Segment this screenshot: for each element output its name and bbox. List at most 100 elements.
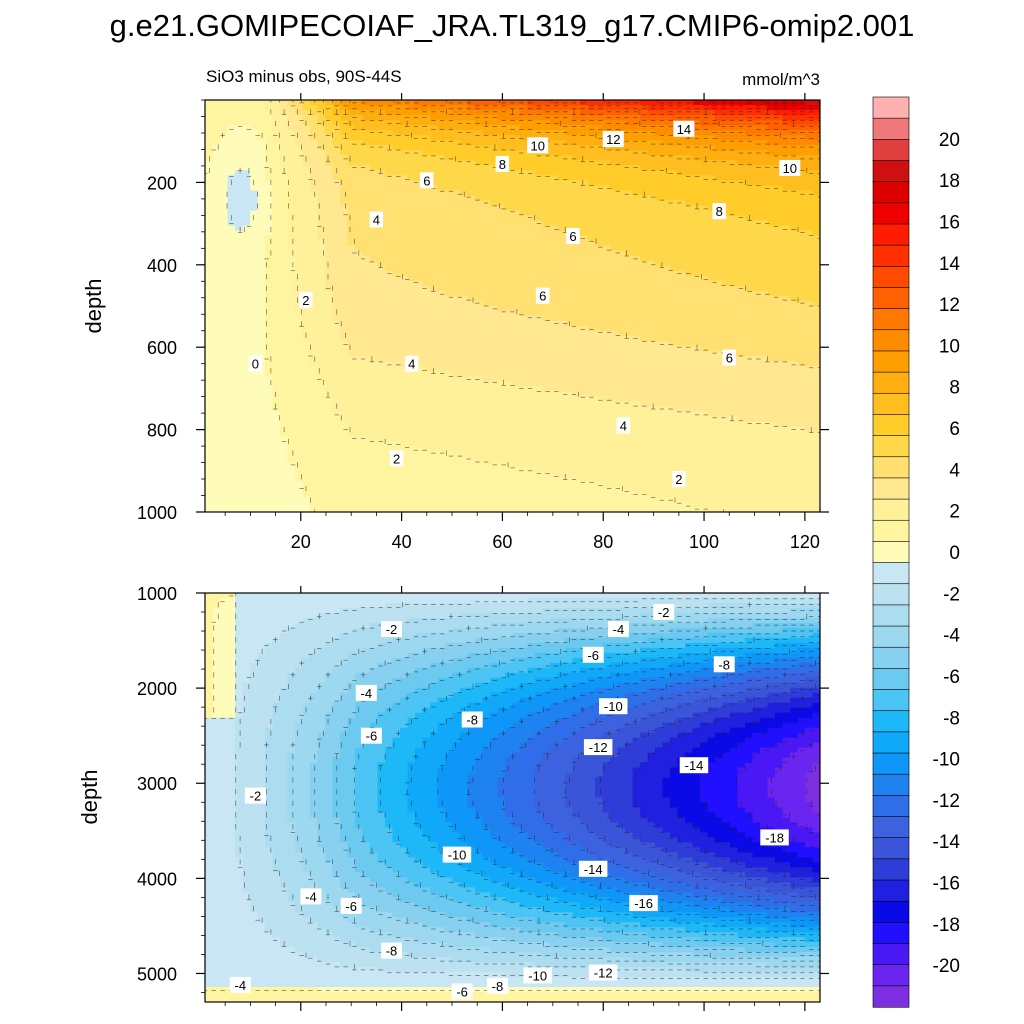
field-cell bbox=[670, 100, 679, 106]
field-cell bbox=[370, 150, 379, 156]
field-cell bbox=[227, 381, 236, 387]
field-cell bbox=[460, 366, 469, 372]
field-cell bbox=[542, 245, 551, 252]
field-cell bbox=[280, 130, 289, 136]
field-cell bbox=[580, 215, 589, 222]
field-cell bbox=[647, 255, 656, 262]
field-cell bbox=[287, 175, 296, 181]
field-cell bbox=[212, 336, 221, 342]
field-cell bbox=[790, 145, 799, 151]
field-cell bbox=[692, 190, 701, 197]
field-cell bbox=[722, 331, 731, 337]
field-cell bbox=[685, 135, 694, 141]
field-cell bbox=[362, 285, 371, 292]
field-cell bbox=[542, 110, 551, 116]
field-cell bbox=[460, 195, 469, 202]
field-cell bbox=[295, 381, 304, 387]
field-cell bbox=[632, 356, 641, 362]
field-cell bbox=[730, 346, 739, 352]
field-cell bbox=[295, 215, 304, 222]
field-cell bbox=[265, 160, 274, 166]
field-cell bbox=[205, 371, 214, 377]
field-cell bbox=[430, 155, 439, 161]
field-cell bbox=[520, 265, 529, 272]
field-cell bbox=[467, 165, 476, 171]
field-cell bbox=[700, 140, 709, 146]
field-cell bbox=[460, 295, 469, 302]
field-cell bbox=[565, 210, 574, 217]
field-cell bbox=[790, 105, 799, 111]
field-cell bbox=[542, 160, 551, 166]
field-cell bbox=[227, 361, 236, 367]
field-cell bbox=[752, 130, 761, 136]
field-cell bbox=[280, 331, 289, 337]
field-cell bbox=[580, 321, 589, 327]
field-cell bbox=[730, 125, 739, 131]
field-cell bbox=[302, 356, 311, 362]
field-cell bbox=[572, 150, 581, 156]
field-cell bbox=[730, 306, 739, 312]
field-cell bbox=[550, 235, 559, 242]
field-cell bbox=[287, 100, 296, 106]
field-cell bbox=[760, 356, 769, 362]
field-cell bbox=[797, 120, 806, 126]
field-cell bbox=[520, 331, 529, 337]
chart-units: mmol/m^3 bbox=[742, 70, 820, 89]
field-cell bbox=[325, 270, 334, 277]
field-cell bbox=[482, 240, 491, 247]
field-cell bbox=[430, 195, 439, 202]
field-cell bbox=[760, 180, 769, 187]
field-cell bbox=[700, 200, 709, 207]
field-cell bbox=[805, 155, 814, 161]
field-cell bbox=[422, 195, 431, 202]
field-cell bbox=[347, 165, 356, 171]
field-cell bbox=[460, 401, 469, 408]
field-cell bbox=[362, 150, 371, 156]
field-cell bbox=[587, 165, 596, 171]
field-cell bbox=[227, 260, 236, 267]
field-cell bbox=[302, 371, 311, 377]
field-cell bbox=[647, 336, 656, 342]
field-cell bbox=[677, 391, 686, 398]
field-cell bbox=[602, 260, 611, 267]
field-cell bbox=[745, 155, 754, 161]
field-cell bbox=[302, 250, 311, 257]
field-cell bbox=[205, 200, 214, 207]
field-cell bbox=[437, 195, 446, 202]
field-cell bbox=[445, 190, 454, 197]
field-cell bbox=[205, 341, 214, 347]
field-cell bbox=[632, 235, 641, 242]
field-cell bbox=[632, 230, 641, 237]
field-cell bbox=[610, 381, 619, 387]
field-cell bbox=[707, 145, 716, 151]
field-cell bbox=[610, 195, 619, 202]
field-cell bbox=[437, 341, 446, 347]
field-cell bbox=[407, 376, 416, 382]
field-cell bbox=[767, 356, 776, 362]
field-cell bbox=[685, 386, 694, 393]
field-cell bbox=[332, 290, 341, 297]
field-cell bbox=[775, 306, 784, 312]
field-cell bbox=[242, 306, 251, 312]
field-cell bbox=[565, 366, 574, 372]
field-cell bbox=[370, 346, 379, 352]
field-cell bbox=[317, 175, 326, 181]
field-cell bbox=[692, 145, 701, 151]
field-cell bbox=[685, 321, 694, 327]
field-cell bbox=[542, 260, 551, 267]
field-cell bbox=[587, 285, 596, 292]
field-cell bbox=[400, 331, 409, 337]
field-cell bbox=[452, 361, 461, 367]
field-cell bbox=[272, 255, 281, 262]
field-cell bbox=[647, 326, 656, 332]
field-cell bbox=[670, 306, 679, 312]
field-cell bbox=[212, 295, 221, 302]
field-cell bbox=[250, 135, 259, 141]
field-cell bbox=[377, 366, 386, 372]
field-cell bbox=[392, 396, 401, 403]
field-cell bbox=[692, 125, 701, 131]
field-cell bbox=[790, 280, 799, 287]
field-cell bbox=[467, 285, 476, 292]
field-cell bbox=[527, 120, 536, 126]
field-cell bbox=[572, 190, 581, 197]
